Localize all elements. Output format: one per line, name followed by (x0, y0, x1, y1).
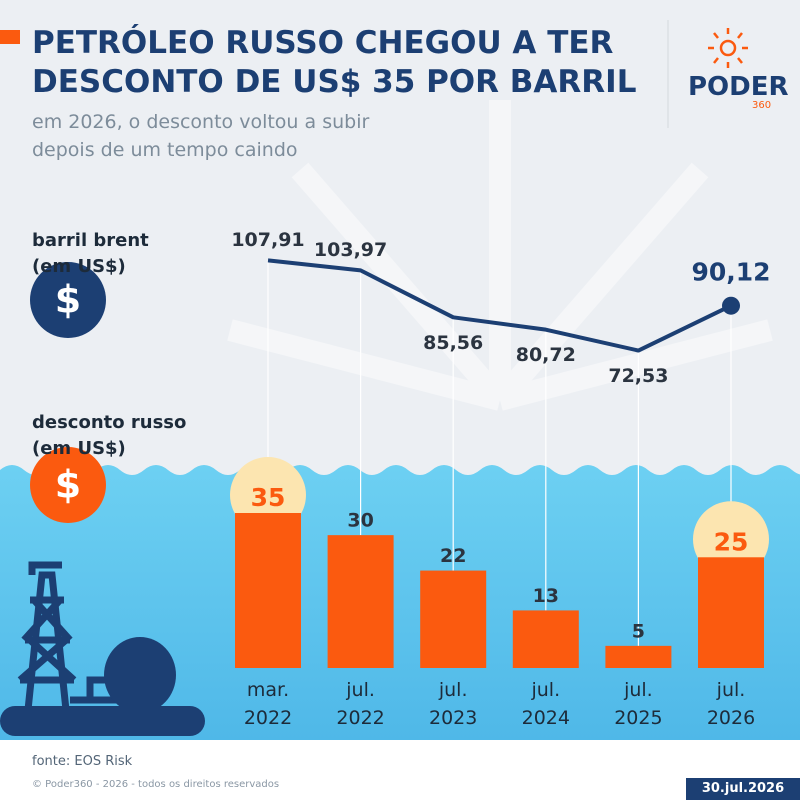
tank (104, 637, 176, 713)
bar (698, 557, 764, 668)
water (0, 465, 800, 740)
bar-label: 22 (440, 545, 466, 567)
footer-bg (0, 740, 800, 800)
bar (327, 535, 394, 668)
logo-name: PODER (688, 72, 789, 102)
x-tick-label: jul. 2025 (614, 679, 663, 729)
legend-symbol: $ (55, 463, 81, 507)
point (722, 296, 740, 315)
bar-label: 35 (251, 483, 286, 512)
logo-sun (708, 28, 748, 68)
date-bg (686, 778, 800, 800)
copyright: © Poder360 - 2026 - todos os direitos re… (32, 779, 280, 790)
source: fonte: EOS Risk (32, 754, 133, 769)
date: 30.jul.2026 (701, 781, 785, 796)
legend-label: desconto russo (em US$) (32, 412, 187, 459)
line-label: 85,56 (423, 332, 483, 354)
bar-label: 25 (714, 527, 749, 556)
line-label: 80,72 (516, 344, 576, 366)
line-label: 72,53 (608, 365, 668, 387)
line-label: 90,12 (691, 258, 770, 287)
x-tick-label: jul. 2023 (429, 679, 478, 729)
legend-label: barril brent (em US$) (32, 230, 149, 277)
x-tick-label: jul. 2022 (336, 679, 385, 729)
pipe (0, 706, 205, 736)
bar (605, 645, 672, 668)
line (267, 258, 732, 353)
line-label: 107,91 (231, 229, 304, 251)
x-tick-label: jul. 2024 (521, 679, 570, 729)
x-tick-label: jul. 2026 (706, 679, 756, 729)
bar (235, 513, 301, 668)
sunburst (227, 100, 773, 411)
accent (0, 30, 20, 44)
bar (512, 610, 579, 668)
legend-icon (30, 447, 106, 523)
legend-icon (30, 262, 106, 338)
legend-symbol: $ (55, 278, 81, 322)
bar-label: 13 (533, 585, 559, 607)
bar (420, 570, 487, 668)
logo-number: 360 (752, 100, 772, 111)
title: PETRÓLEO RUSSO CHEGOU A TER DESCONTO DE … (32, 25, 637, 100)
bar-label: 30 (347, 510, 373, 532)
x-tick-label: mar. 2022 (243, 679, 293, 729)
line-label: 103,97 (314, 239, 387, 261)
bar-label: 5 (632, 620, 645, 642)
subtitle: em 2026, o desconto voltou a subir depoi… (32, 111, 370, 161)
